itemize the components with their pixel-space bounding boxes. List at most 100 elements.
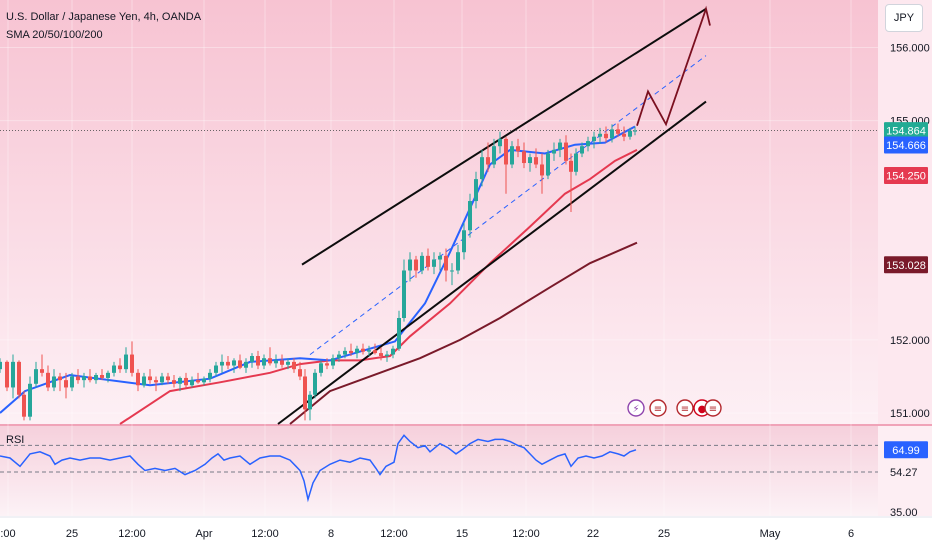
candle-101 (598, 127, 602, 145)
candle-11 (64, 372, 68, 399)
us-flag-event-icon-3-glyph: ≡ (709, 404, 717, 415)
candle-body-49 (292, 361, 296, 370)
candle-81 (480, 149, 484, 187)
candle-22 (130, 341, 134, 377)
candle-44 (262, 354, 266, 370)
rsi-axis-background (878, 426, 932, 516)
candle-98 (580, 142, 584, 158)
candle-74 (438, 252, 442, 271)
time-label: Apr (195, 528, 212, 540)
candle-body-84 (498, 138, 502, 147)
candle-83 (492, 138, 496, 169)
channel-mid-dashed-line[interactable] (309, 55, 707, 355)
candle-73 (432, 252, 436, 275)
candle-body-59 (349, 350, 353, 354)
candle-body-80 (474, 179, 478, 202)
price-tick-label: 152.000 (890, 335, 930, 347)
candle-body-7 (40, 369, 44, 373)
candle-18 (106, 370, 110, 383)
candle-body-72 (426, 255, 430, 267)
candle-body-18 (106, 372, 110, 378)
candle-58 (343, 347, 347, 359)
candle-body-31 (184, 377, 188, 386)
rsi-label[interactable]: RSI (6, 434, 25, 446)
rsi-tick-label: 35.00 (890, 507, 918, 519)
lightning-event-icon-glyph: ⚡ (632, 404, 639, 415)
candle-86 (510, 141, 514, 169)
candle-body-55 (325, 363, 329, 366)
candle-25 (148, 369, 152, 384)
candle-95 (564, 135, 568, 165)
candle-body-88 (522, 151, 526, 164)
candle-body-92 (546, 153, 550, 176)
price-tag-154.250[interactable]: 154.250 (884, 166, 928, 184)
candle-body-87 (516, 146, 520, 152)
candle-80 (474, 171, 478, 209)
candle-19 (112, 361, 116, 377)
candle-5 (28, 376, 32, 421)
candle-76 (450, 263, 454, 286)
lightning-event-icon[interactable]: ⚡ (627, 399, 645, 417)
us-flag-event-icon[interactable]: ≡ (649, 399, 667, 417)
candle-75 (444, 248, 448, 282)
candle-15 (88, 369, 92, 383)
candle-body-35 (208, 372, 212, 379)
candle-body-57 (337, 354, 341, 359)
price-tag-154.666[interactable]: 154.666 (884, 136, 928, 154)
price-tag-bg (884, 166, 928, 184)
candle-body-62 (367, 350, 371, 352)
candle-body-54 (319, 363, 323, 373)
candle-body-68 (402, 270, 406, 318)
us-flag-event-icon-glyph: ≡ (654, 404, 662, 415)
candle-85 (504, 136, 508, 194)
candle-10 (58, 372, 62, 392)
channel-upper-line[interactable] (301, 7, 707, 266)
candle-42 (250, 353, 254, 368)
candle-14 (82, 372, 86, 388)
us-flag-event-icon-ring (649, 399, 667, 417)
time-label: 15 (456, 528, 468, 540)
candle-70 (414, 255, 418, 278)
price-tag-153.028[interactable]: 153.028 (884, 256, 928, 274)
candle-4 (22, 391, 26, 421)
currency-button[interactable]: JPY (885, 4, 923, 32)
rsi-tick-label: 54.27 (890, 467, 918, 479)
candle-37 (220, 354, 224, 373)
candle-body-10 (58, 376, 62, 381)
rsi-current-tag[interactable]: 64.99 (884, 441, 928, 459)
projection-path[interactable] (636, 5, 711, 127)
candle-body-104 (616, 129, 620, 134)
candle-84 (498, 131, 502, 154)
candle-body-45 (268, 358, 272, 364)
candle-17 (100, 369, 104, 381)
candle-body-51 (303, 376, 307, 410)
candle-body-27 (160, 376, 164, 383)
channel-lower-line[interactable] (277, 100, 707, 425)
candle-body-60 (355, 348, 359, 354)
candle-body-4 (22, 394, 26, 417)
candle-49 (292, 358, 296, 373)
candle-body-23 (136, 372, 140, 386)
us-flag-event-icon-3[interactable]: ≡ (704, 399, 722, 417)
candle-71 (420, 252, 424, 275)
rsi-pane-background (0, 426, 878, 516)
price-tag-value: 154.250 (886, 170, 926, 182)
candle-body-78 (462, 230, 466, 253)
candle-7 (40, 354, 44, 377)
us-flag-event-icon-2[interactable]: ≡ (676, 399, 694, 417)
candle-91 (540, 153, 544, 194)
candle-92 (546, 149, 550, 180)
candle-0 (0, 358, 2, 373)
candle-55 (325, 358, 329, 370)
candle-96 (569, 153, 573, 212)
candle-body-101 (598, 133, 602, 137)
candle-body-99 (586, 141, 590, 147)
candle-100 (592, 131, 596, 149)
candle-67 (397, 310, 401, 351)
jp-flag-event-icon-glyph: ● (698, 404, 707, 415)
candle-body-52 (308, 394, 312, 410)
indicator-legend[interactable]: SMA 20/50/100/200 (6, 29, 103, 41)
candle-31 (184, 372, 188, 388)
time-label: 6 (848, 528, 854, 540)
